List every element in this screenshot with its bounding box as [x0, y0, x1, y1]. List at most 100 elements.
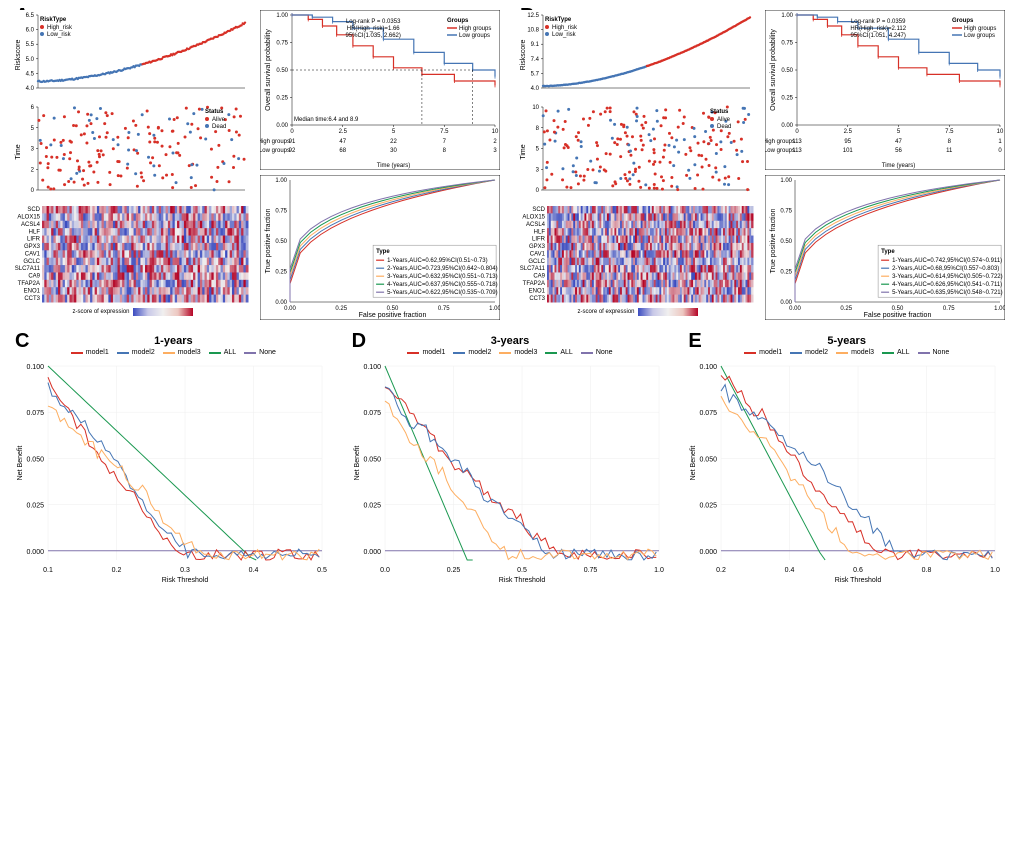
svg-text:0.050: 0.050: [26, 456, 44, 463]
panel-a-colorbar: z-score of expression: [10, 308, 255, 316]
svg-text:0.0: 0.0: [380, 567, 390, 574]
svg-text:SLC7A11: SLC7A11: [520, 266, 546, 272]
svg-text:0.025: 0.025: [700, 503, 718, 510]
svg-text:2.5: 2.5: [844, 129, 853, 135]
svg-text:Groups: Groups: [952, 18, 974, 24]
dca-legend: model1model2model3ALLNone: [347, 349, 674, 356]
svg-text:CA9: CA9: [533, 274, 545, 280]
svg-text:0.2: 0.2: [716, 567, 726, 574]
svg-text:Riskscore: Riskscore: [15, 40, 22, 71]
panel-b-risk-scatter: 4.05.77.49.110.812.5RiskscoreRiskTypeHig…: [515, 10, 760, 100]
panel-b-roc: 0.000.250.500.751.000.000.250.500.751.00…: [765, 175, 1010, 320]
svg-text:5.0: 5.0: [26, 57, 35, 63]
svg-text:Low groups: Low groups: [459, 33, 490, 39]
svg-text:22: 22: [390, 139, 397, 145]
dca-title: 5-years: [683, 335, 1010, 347]
svg-text:0.100: 0.100: [700, 364, 718, 371]
panel-c: C1-yearsmodel1model2model3ALLNone0.0000.…: [10, 335, 337, 588]
svg-text:TFAP2A: TFAP2A: [18, 281, 40, 287]
svg-text:0.50: 0.50: [780, 239, 792, 245]
svg-text:9.1: 9.1: [531, 42, 540, 48]
panel-label: E: [688, 330, 701, 353]
svg-text:0.2: 0.2: [112, 567, 122, 574]
svg-text:ACSL4: ACSL4: [526, 222, 546, 228]
svg-text:0: 0: [998, 148, 1002, 154]
svg-text:7.4: 7.4: [531, 57, 540, 63]
svg-text:Log-rank P = 0.0359: Log-rank P = 0.0359: [851, 19, 906, 25]
svg-text:5: 5: [392, 129, 396, 135]
svg-text:ACSL4: ACSL4: [21, 222, 41, 228]
svg-text:CCT3: CCT3: [24, 296, 40, 302]
svg-text:0.000: 0.000: [363, 549, 381, 556]
svg-text:3: 3: [493, 148, 497, 154]
svg-text:Time: Time: [520, 144, 527, 159]
svg-text:91: 91: [289, 139, 296, 145]
svg-text:Net Benefit: Net Benefit: [17, 446, 24, 481]
svg-text:LIFR: LIFR: [27, 237, 41, 243]
svg-text:0.075: 0.075: [26, 410, 44, 417]
svg-text:GPX3: GPX3: [24, 244, 41, 250]
svg-text:113: 113: [792, 148, 802, 154]
svg-text:5.5: 5.5: [26, 42, 35, 48]
panel-label: C: [15, 330, 29, 353]
svg-text:12.5: 12.5: [527, 13, 539, 19]
svg-text:1.0: 1.0: [990, 567, 1000, 574]
svg-text:0.050: 0.050: [700, 456, 718, 463]
svg-text:CAV1: CAV1: [530, 251, 546, 257]
svg-text:Risk Threshold: Risk Threshold: [835, 577, 882, 584]
panel-b-colorbar: z-score of expression: [515, 308, 760, 316]
svg-text:GPX3: GPX3: [529, 244, 546, 250]
svg-text:0.25: 0.25: [781, 96, 793, 102]
svg-text:0.75: 0.75: [780, 209, 792, 215]
svg-text:0.75: 0.75: [438, 306, 450, 312]
svg-text:0: 0: [536, 188, 540, 194]
svg-text:Dead: Dead: [212, 124, 226, 130]
svg-text:95%CI(1.051, 4.247): 95%CI(1.051, 4.247): [851, 33, 906, 39]
svg-text:8: 8: [948, 139, 952, 145]
bottom-row: C1-yearsmodel1model2model3ALLNone0.0000.…: [10, 335, 1010, 588]
svg-text:Low groups: Low groups: [964, 33, 995, 39]
svg-text:5-Years,AUC=0.622,95%CI(0.535~: 5-Years,AUC=0.622,95%CI(0.535~0.709): [387, 290, 498, 296]
panel-a-roc: 0.000.250.500.751.000.000.250.500.751.00…: [260, 175, 505, 320]
panel-b-heatmap: SCDALOX15ACSL4HLFLIFRGPX3CAV1GCLCSLC7A11…: [515, 204, 760, 304]
svg-text:High_risk: High_risk: [47, 25, 73, 31]
panel-b: B 4.05.77.49.110.812.5RiskscoreRiskTypeH…: [515, 10, 1010, 320]
svg-text:10: 10: [997, 129, 1004, 135]
dca-legend: model1model2model3ALLNone: [10, 349, 337, 356]
svg-text:0.25: 0.25: [276, 96, 288, 102]
svg-text:5: 5: [536, 147, 540, 153]
svg-text:92: 92: [289, 148, 296, 154]
dca-legend: model1model2model3ALLNone: [683, 349, 1010, 356]
svg-text:0.4: 0.4: [785, 567, 795, 574]
svg-text:10.8: 10.8: [527, 28, 539, 34]
svg-text:High groups: High groups: [765, 139, 795, 145]
svg-text:0.50: 0.50: [275, 239, 287, 245]
svg-text:RiskType: RiskType: [545, 17, 572, 23]
svg-text:HLF: HLF: [534, 229, 546, 235]
svg-text:95%CI(1.035, 2.662): 95%CI(1.035, 2.662): [346, 33, 401, 39]
svg-text:7: 7: [443, 139, 447, 145]
svg-text:Risk Threshold: Risk Threshold: [498, 577, 545, 584]
svg-text:CA9: CA9: [28, 274, 40, 280]
svg-text:Overall survival probability: Overall survival probability: [265, 29, 272, 111]
svg-text:Type: Type: [881, 249, 895, 255]
svg-text:True positive fraction: True positive fraction: [770, 209, 777, 274]
panel-e: E5-yearsmodel1model2model3ALLNone0.0000.…: [683, 335, 1010, 588]
svg-text:0.75: 0.75: [583, 567, 597, 574]
panel-a-km: 0.000.250.500.751.0002.557.510Overall su…: [260, 10, 505, 170]
svg-text:1-Years,AUC=0.62,95%CI(0.51~0.: 1-Years,AUC=0.62,95%CI(0.51~0.73): [387, 258, 488, 264]
svg-text:0.75: 0.75: [781, 41, 793, 47]
svg-text:0.00: 0.00: [284, 306, 296, 312]
svg-text:0.25: 0.25: [840, 306, 852, 312]
svg-text:0: 0: [31, 188, 35, 194]
svg-text:SCD: SCD: [532, 207, 545, 213]
svg-text:0.00: 0.00: [789, 306, 801, 312]
svg-text:0.000: 0.000: [26, 549, 44, 556]
svg-text:2-Years,AUC=0.68,95%CI(0.557~0: 2-Years,AUC=0.68,95%CI(0.557~0.803): [892, 266, 999, 272]
panel-d: D3-yearsmodel1model2model3ALLNone0.0000.…: [347, 335, 674, 588]
svg-text:0.75: 0.75: [276, 41, 288, 47]
svg-text:6: 6: [31, 105, 35, 111]
svg-text:4.0: 4.0: [26, 86, 35, 92]
svg-text:0.00: 0.00: [276, 123, 288, 129]
svg-text:7.5: 7.5: [945, 129, 954, 135]
